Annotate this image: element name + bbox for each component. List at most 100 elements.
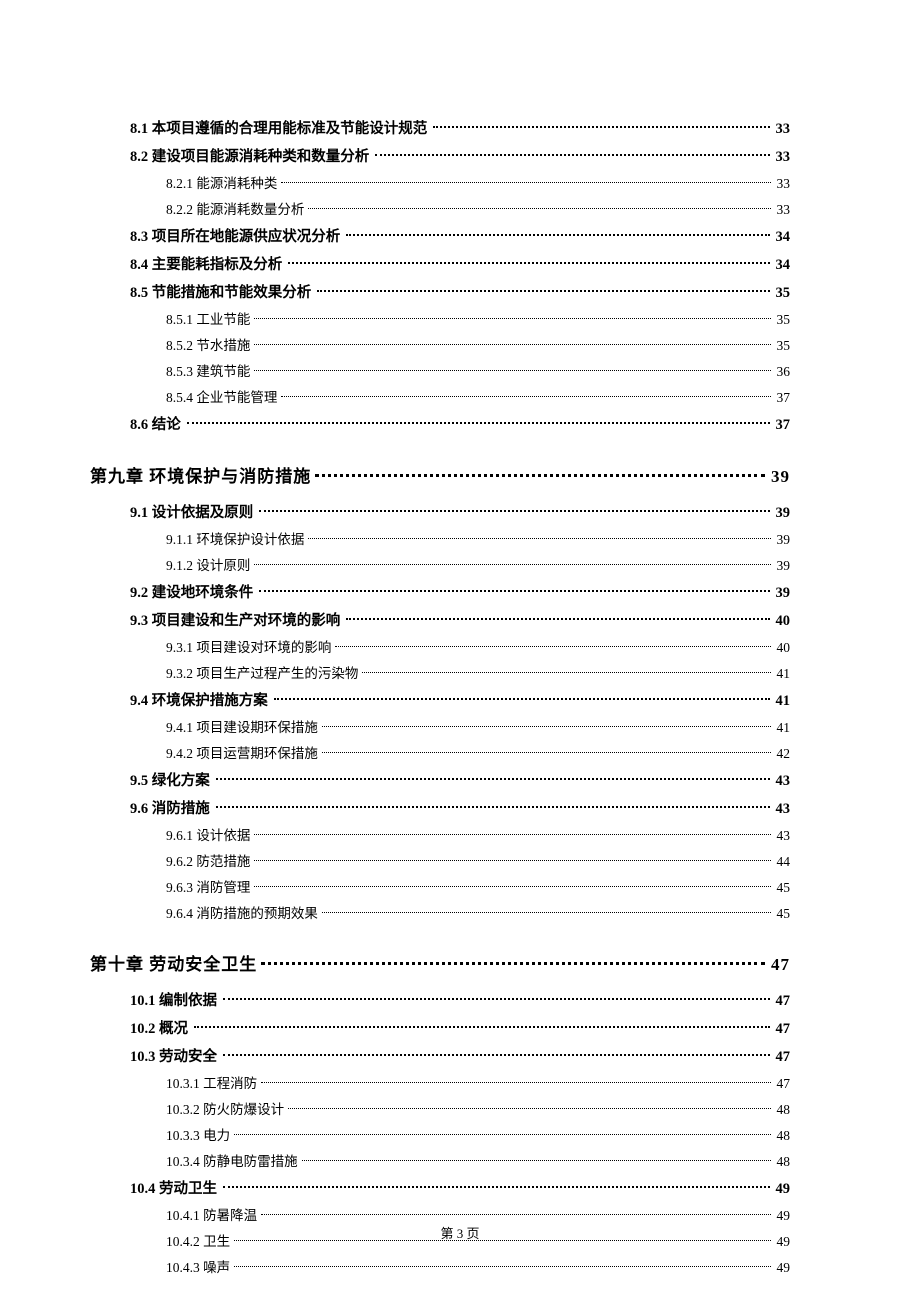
toc-leader [282,255,773,270]
toc-leader [250,557,774,571]
toc-leader [277,175,774,189]
toc-entry-label: 10.4 劳动卫生 [130,1177,217,1198]
toc-entry-label: 9.4.1 项目建设期环保措施 [166,716,318,736]
toc-entry: 8.2 建设项目能源消耗种类和数量分析 33 [130,145,790,166]
toc-leader [427,119,773,134]
toc-entry: 9.6.1 设计依据 43 [166,824,790,844]
toc-entry-page: 33 [775,202,791,218]
toc-leader [250,879,774,893]
toc-entry-page: 33 [775,176,791,192]
toc-entry-label: 10.3 劳动安全 [130,1045,217,1066]
toc-entry: 10.3 劳动安全 47 [130,1045,790,1066]
toc-entry-label: 9.6.2 防范措施 [166,850,250,870]
toc-entry-page: 47 [774,1049,791,1066]
toc-entry: 9.6.3 消防管理45 [166,876,790,896]
toc-entry-label: 10.3.3 电力 [166,1124,230,1144]
toc-entry-page: 39 [774,585,791,602]
toc-entry: 10.4.3 噪声49 [166,1256,790,1276]
toc-entry: 8.1 本项目遵循的合理用能标准及节能设计规范33 [130,117,790,138]
toc-entry: 9.6.2 防范措施 44 [166,850,790,870]
toc-entry-label: 9.3.1 项目建设对环境的影响 [166,636,331,656]
toc-entry-label: 8.2.2 能源消耗数量分析 [166,198,304,218]
toc-entry-page: 47 [774,993,791,1010]
toc-leader [369,147,773,162]
toc-leader [268,691,774,706]
toc-entry-page: 42 [775,746,791,762]
toc-entry-page: 49 [774,1181,791,1198]
toc-entry-label: 9.6 消防措施 [130,797,210,818]
toc-leader [210,771,774,786]
toc-leader [188,1019,774,1034]
toc-entry-label: 10.4.1 防暑降温 [166,1204,257,1224]
toc-entry-label: 9.2 建设地环境条件 [130,581,253,602]
toc-leader [358,665,774,679]
toc-entry: 10.3.4 防静电防雷措施48 [166,1150,790,1170]
toc-entry-page: 41 [775,720,791,736]
toc-leader [250,827,774,841]
toc-leader [250,363,774,377]
toc-entry: 9.5 绿化方案43 [130,769,790,790]
toc-leader [311,465,769,482]
toc-entry-label: 8.2 建设项目能源消耗种类和数量分析 [130,145,369,166]
toc-entry: 9.6.4 消防措施的预期效果45 [166,902,790,922]
toc-entry-page: 48 [775,1128,791,1144]
toc-entry-page: 43 [774,773,791,790]
toc-entry: 8.5.4 企业节能管理37 [166,386,790,406]
toc-entry: 9.1 设计依据及原则39 [130,501,790,522]
toc-entry-label: 10.3.1 工程消防 [166,1072,257,1092]
toc-leader [230,1127,774,1141]
toc-entry: 9.2 建设地环境条件 39 [130,581,790,602]
toc-leader [210,799,774,814]
toc-leader [217,991,774,1006]
toc-entry: 8.5.2 节水措施35 [166,334,790,354]
toc-entry-page: 48 [775,1102,791,1118]
toc-entry: 8.3 项目所在地能源供应状况分析 34 [130,225,790,246]
toc-entry: 8.5.1 工业节能35 [166,308,790,328]
toc-leader [253,503,773,518]
toc-entry-label: 8.6 结论 [130,413,181,434]
toc-entry-label: 第九章 环境保护与消防措施 [90,462,311,487]
toc-entry-page: 33 [774,121,791,138]
toc-entry-label: 9.1.1 环境保护设计依据 [166,528,304,548]
toc-leader [217,1047,774,1062]
toc-entry-label: 10.3.2 防火防爆设计 [166,1098,284,1118]
toc-entry-page: 34 [774,229,791,246]
toc-leader [311,283,773,298]
toc-entry: 10.3.3 电力 48 [166,1124,790,1144]
toc-entry-page: 43 [775,828,791,844]
toc-entry: 9.3.2 项目生产过程产生的污染物41 [166,662,790,682]
toc-leader [318,745,775,759]
page-footer: 第 3 页 [0,1223,920,1242]
toc-leader [340,227,773,242]
toc-entry: 9.4.1 项目建设期环保措施 41 [166,716,790,736]
toc-entry-page: 37 [774,417,791,434]
toc-leader [304,531,774,545]
toc-entry: 第九章 环境保护与消防措施39 [90,462,790,487]
toc-entry: 9.1.2 设计原则39 [166,554,790,574]
toc-entry-page: 33 [774,149,791,166]
toc-entry-label: 9.6.1 设计依据 [166,824,250,844]
toc-entry-page: 43 [774,801,791,818]
toc-entry: 8.6 结论 37 [130,413,790,434]
toc-entry-label: 9.1.2 设计原则 [166,554,250,574]
toc-entry: 10.4.1 防暑降温 49 [166,1204,790,1224]
toc-entry: 10.2 概况47 [130,1017,790,1038]
toc-entry-page: 41 [775,666,791,682]
toc-entry: 8.4 主要能耗指标及分析34 [130,253,790,274]
toc-entry-label: 9.6.4 消防措施的预期效果 [166,902,318,922]
toc-entry-label: 10.3.4 防静电防雷措施 [166,1150,298,1170]
toc-leader [257,1075,774,1089]
toc-container: 8.1 本项目遵循的合理用能标准及节能设计规范33 8.2 建设项目能源消耗种类和… [130,117,790,1276]
toc-entry: 9.4.2 项目运营期环保措施42 [166,742,790,762]
toc-entry: 10.4 劳动卫生 49 [130,1177,790,1198]
toc-leader [257,953,769,970]
toc-entry-page: 39 [774,505,791,522]
toc-entry-label: 8.3 项目所在地能源供应状况分析 [130,225,340,246]
toc-entry-page: 44 [775,854,791,870]
toc-entry: 8.2.2 能源消耗数量分析 33 [166,198,790,218]
toc-entry-label: 9.4 环境保护措施方案 [130,689,268,710]
toc-entry: 9.6 消防措施 43 [130,797,790,818]
toc-entry-page: 49 [775,1208,791,1224]
toc-entry-page: 34 [774,257,791,274]
toc-entry-label: 8.5.3 建筑节能 [166,360,250,380]
